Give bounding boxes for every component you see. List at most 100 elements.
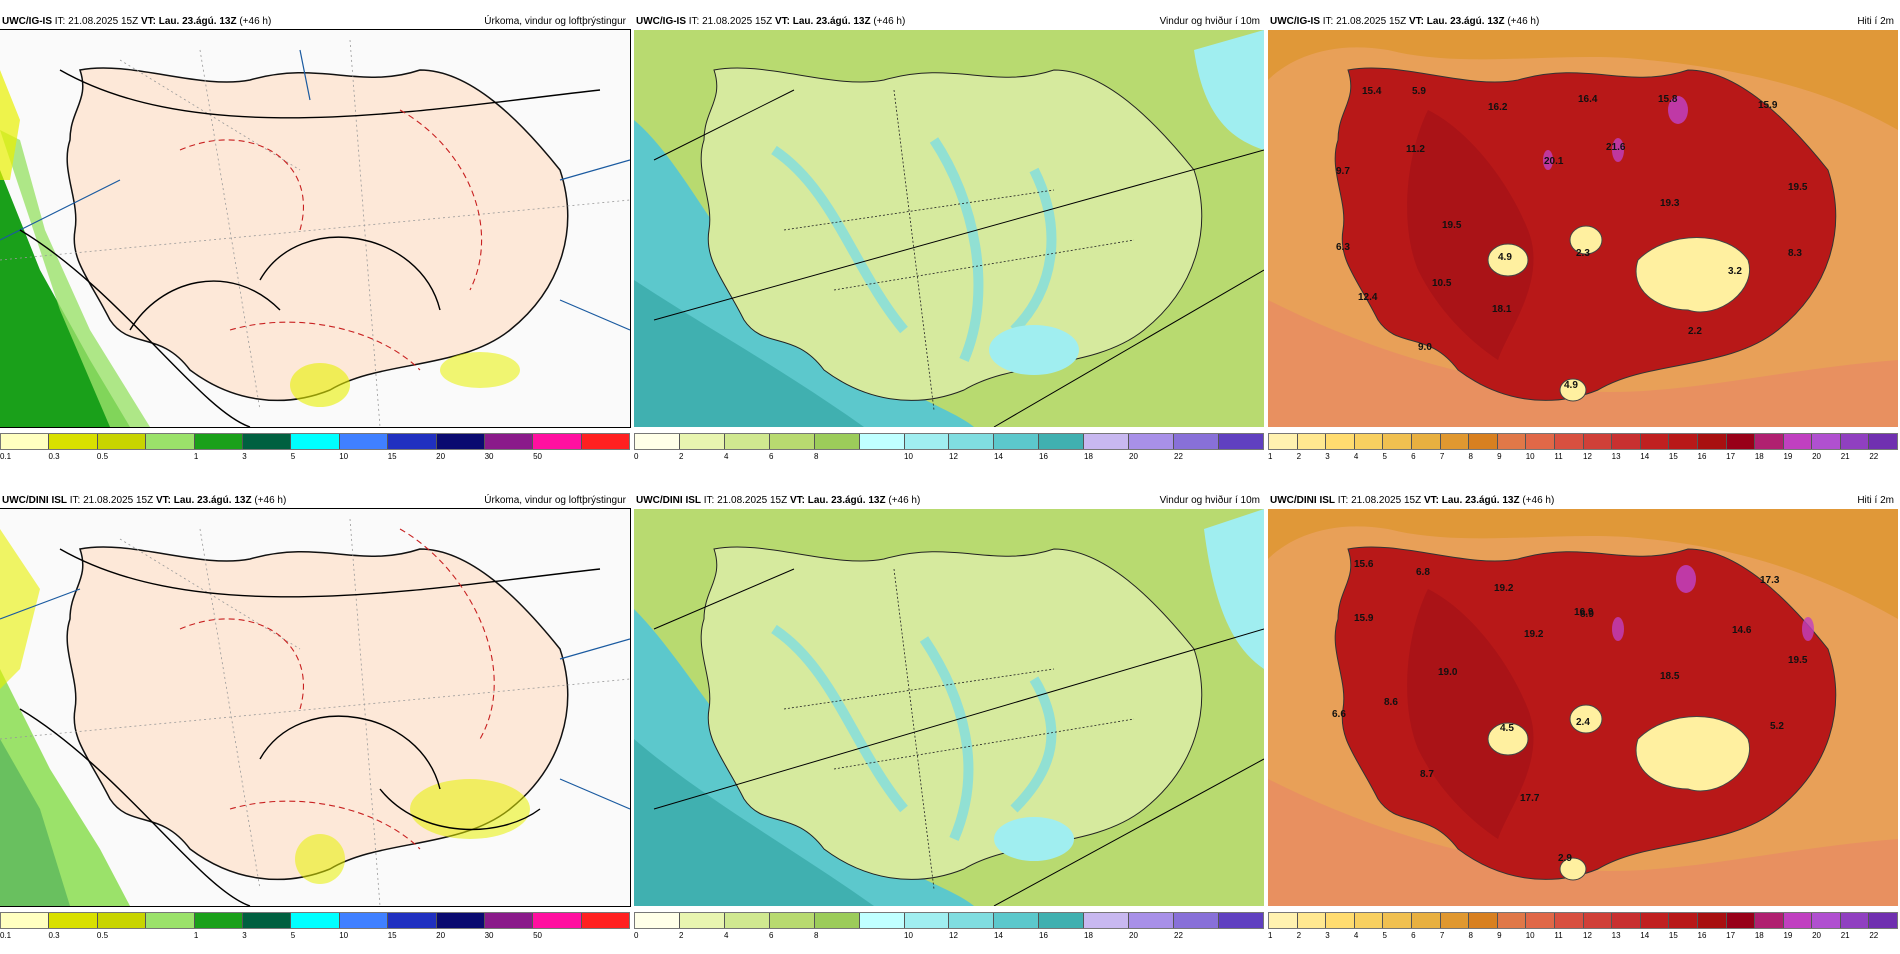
legend-tick: 18 — [1084, 931, 1093, 940]
legend-tick: 3 — [1325, 931, 1330, 940]
legend-tick: 20 — [1129, 452, 1138, 461]
legend-tick: 19 — [1783, 931, 1793, 940]
legend-tick: 5 — [290, 931, 296, 940]
wind-panel-row2: UWC/DINI ISL IT: 21.08.2025 15Z VT: Lau.… — [634, 494, 1264, 954]
legend-swatch — [1383, 913, 1412, 928]
legend-tick: 2 — [679, 931, 684, 940]
legend-tick: 1 — [193, 452, 199, 461]
legend-tick: 20 — [1129, 931, 1138, 940]
legend-swatch — [146, 913, 195, 928]
legend-swatch — [436, 913, 485, 928]
it-value: 21.08.2025 15Z — [83, 495, 154, 506]
legend-swatch — [581, 434, 630, 449]
legend-tick: 8 — [814, 931, 819, 940]
vt-value: Lau. 23.ágú. 13Z — [158, 16, 237, 27]
legend-swatch — [242, 913, 292, 928]
it-value: 21.08.2025 15Z — [68, 16, 139, 27]
legend-swatch — [949, 913, 995, 928]
vt-label: VT: — [1423, 495, 1439, 506]
legend-tick: 10 — [1525, 931, 1535, 940]
legend-tick: 22 — [1869, 452, 1879, 461]
legend-tick: 5 — [1382, 931, 1387, 940]
temp-legend-ticks: 1 2 3 4 5 6 7 8 9 10 11 12 13 14 15 16 17 18 19 20 21 22 — [1268, 931, 1898, 941]
vt-value: Lau. 23.ágú. 13Z — [173, 495, 252, 506]
legend-tick: 22 — [1174, 452, 1183, 461]
it-label: IT: — [703, 495, 715, 506]
it-value: 21.08.2025 15Z — [717, 495, 788, 506]
legend-tick: 20 — [436, 452, 446, 461]
it-label: IT: — [1322, 16, 1334, 27]
legend-swatch — [1612, 434, 1641, 449]
legend-swatch — [49, 913, 98, 928]
legend-tick: 13 — [1611, 452, 1621, 461]
model-name: UWC/IG-IS — [1270, 16, 1320, 27]
legend-swatch — [1218, 913, 1263, 928]
wind-map — [634, 509, 1264, 906]
legend-swatch — [859, 434, 905, 449]
legend-swatch — [1840, 434, 1870, 449]
legend-swatch — [859, 913, 905, 928]
it-value: 21.08.2025 15Z — [1336, 16, 1407, 27]
legend-swatch — [904, 434, 950, 449]
legend-swatch — [1497, 434, 1527, 449]
legend-tick: 8 — [1468, 452, 1473, 461]
legend-tick: 14 — [994, 452, 1003, 461]
legend-tick: 12 — [949, 452, 958, 461]
lead-time: (+46 h) — [1522, 495, 1555, 506]
panel-title: Hiti í 2m — [1857, 495, 1894, 506]
model-name: UWC/DINI ISL — [2, 495, 67, 506]
legend-tick: 3 — [1325, 452, 1330, 461]
legend-swatch — [1526, 434, 1555, 449]
panel-header: UWC/IG-IS IT: 21.08.2025 15Z VT: Lau. 23… — [0, 15, 630, 29]
temp-legend-ticks: 1 2 3 4 5 6 7 8 9 10 11 12 13 14 15 16 17 18 19 20 21 22 — [1268, 452, 1898, 462]
legend-swatch — [1497, 913, 1527, 928]
lead-time: (+46 h) — [239, 16, 272, 27]
legend-tick: 22 — [1174, 931, 1183, 940]
legend-tick: 7 — [1439, 931, 1445, 940]
legend-swatch — [1269, 913, 1298, 928]
legend-tick: 9 — [1497, 931, 1502, 940]
legend-tick: 15 — [1668, 452, 1678, 461]
legend-swatch — [242, 434, 292, 449]
legend-swatch — [1354, 913, 1384, 928]
legend-tick: 17 — [1726, 452, 1736, 461]
legend-tick: 0.1 — [0, 452, 12, 461]
wind-legend-bar — [634, 912, 1264, 929]
legend-tick: 16 — [1039, 931, 1048, 940]
legend-swatch — [436, 434, 485, 449]
legend-tick: 6 — [1411, 931, 1416, 940]
legend-swatch — [1469, 434, 1498, 449]
it-label: IT: — [54, 16, 66, 27]
legend-tick: 1 — [1268, 931, 1273, 940]
legend-tick: 12 — [949, 931, 958, 940]
legend-swatch — [1297, 434, 1327, 449]
panel-header: UWC/DINI ISL IT: 21.08.2025 15Z VT: Lau.… — [0, 494, 630, 508]
temp-legend-bar — [1268, 433, 1898, 450]
wind-map — [634, 30, 1264, 427]
legend-swatch — [1669, 913, 1698, 928]
legend-swatch — [1783, 913, 1813, 928]
legend-tick: 20 — [1812, 452, 1821, 461]
lead-time: (+46 h) — [254, 495, 287, 506]
model-name: UWC/DINI ISL — [636, 495, 701, 506]
panel-title: Vindur og hviður í 10m — [1159, 16, 1260, 27]
legend-tick: 12 — [1583, 452, 1592, 461]
legend-swatch — [1218, 434, 1263, 449]
legend-tick: 1 — [1268, 452, 1273, 461]
lead-time: (+46 h) — [888, 495, 921, 506]
panel-title: Úrkoma, vindur og loftþrýstingur — [484, 16, 626, 27]
legend-swatch — [1383, 434, 1412, 449]
lead-time: (+46 h) — [1507, 16, 1540, 27]
legend-tick: 13 — [1611, 931, 1621, 940]
lead-time: (+46 h) — [873, 16, 906, 27]
panel-header: UWC/IG-IS IT: 21.08.2025 15Z VT: Lau. 23… — [634, 15, 1264, 29]
panel-header: UWC/DINI ISL IT: 21.08.2025 15Z VT: Lau.… — [634, 494, 1264, 508]
legend-tick: 20 — [436, 931, 446, 940]
legend-tick: 50 — [533, 452, 542, 461]
legend-swatch — [724, 913, 770, 928]
legend-tick: 9 — [1497, 452, 1502, 461]
temp-panel-row1: UWC/IG-IS IT: 21.08.2025 15Z VT: Lau. 23… — [1268, 15, 1898, 475]
legend-tick: 10 — [339, 931, 349, 940]
legend-swatch — [1039, 434, 1085, 449]
legend-tick: 16 — [1697, 931, 1707, 940]
